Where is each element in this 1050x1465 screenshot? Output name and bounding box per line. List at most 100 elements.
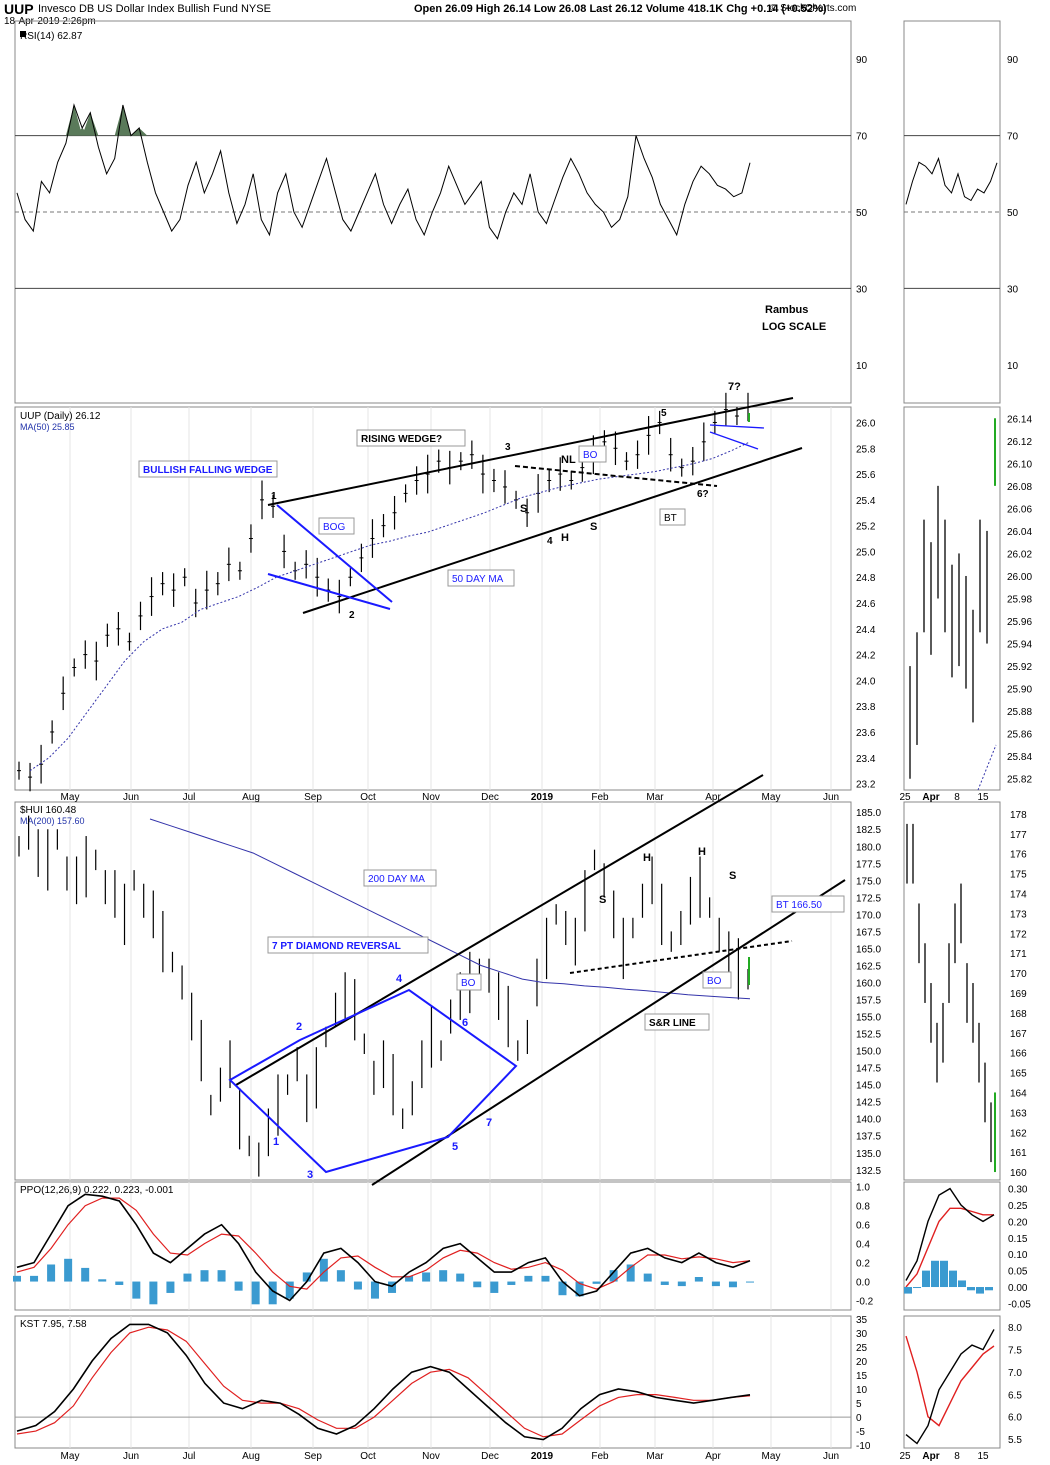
tick-label: 10 (856, 1385, 868, 1396)
tick-label: 25.82 (1007, 775, 1032, 786)
tick-label: 150.0 (856, 1047, 881, 1058)
tick-label: 90 (1007, 55, 1019, 66)
inset-frame (903, 1181, 1001, 1311)
tick-label: 25.84 (1007, 752, 1032, 763)
rsi-line (16, 103, 751, 240)
histogram-bar (728, 1281, 737, 1288)
tick-label: 8.0 (1008, 1323, 1022, 1334)
annotation-box (267, 936, 429, 954)
tick-label: 30 (856, 1329, 868, 1340)
wave-label: 4 (396, 973, 403, 985)
histogram-bar (456, 1273, 465, 1282)
histogram-bar (626, 1264, 635, 1282)
histogram-bar (81, 1267, 90, 1282)
histogram-bar (388, 1281, 397, 1293)
annotation-box (447, 569, 515, 587)
tick-label: 26.0 (856, 418, 876, 429)
tick-label: 165.0 (856, 944, 881, 955)
tick-label: 90 (856, 55, 868, 66)
x-tick-label: 15 (977, 1451, 989, 1462)
tick-label: 172 (1010, 929, 1027, 940)
x-tick-label: Oct (360, 792, 376, 803)
histogram-bar (913, 1287, 921, 1289)
tick-label: -0.05 (1008, 1299, 1031, 1310)
histogram-bar (132, 1281, 141, 1299)
tick-label: 7.5 (1008, 1346, 1022, 1357)
tick-label: 162 (1010, 1128, 1027, 1139)
tick-label: 0.00 (1008, 1283, 1028, 1294)
histogram-bar (609, 1270, 618, 1282)
tick-label: 0.8 (856, 1202, 870, 1213)
tick-label: 23.4 (856, 754, 876, 765)
tick-label: 15 (856, 1371, 868, 1382)
tick-label: 0.30 (1008, 1185, 1028, 1196)
tick-label: 155.0 (856, 1013, 881, 1024)
panel-frame (14, 1315, 852, 1449)
tick-label: 70 (856, 132, 868, 143)
tick-label: 168 (1010, 1009, 1027, 1020)
tick-label: 177.5 (856, 859, 881, 870)
flag-lower (709, 431, 759, 450)
inset-frame (903, 1315, 1001, 1449)
histogram-bar (200, 1270, 209, 1282)
x-tick-label: Sep (304, 1451, 322, 1462)
histogram-bar (319, 1258, 328, 1282)
falling-wedge-lower (267, 573, 391, 610)
x-tick-label: Dec (481, 792, 499, 803)
wave-label: 6 (462, 1017, 468, 1029)
tick-label: 24.8 (856, 573, 876, 584)
tick-label: 25.4 (856, 496, 876, 507)
tick-label: 24.2 (856, 651, 876, 662)
tick-label: 10 (1007, 361, 1019, 372)
series-label: MA(200) 157.60 (20, 816, 85, 826)
moving-average-line (977, 744, 997, 791)
fund-name: Invesco DB US Dollar Index Bullish Fund … (38, 3, 271, 15)
tick-label: 180.0 (856, 842, 881, 853)
tick-label: 1.0 (856, 1183, 870, 1194)
histogram-bar (353, 1281, 362, 1290)
tick-label: 142.5 (856, 1098, 881, 1109)
tick-label: 160 (1010, 1168, 1027, 1179)
annotation-text: BOG (323, 522, 345, 533)
tick-label: 162.5 (856, 961, 881, 972)
pattern-label: S (590, 521, 597, 533)
signal-line (905, 1207, 994, 1288)
histogram-bar (940, 1260, 948, 1288)
histogram-bar (217, 1270, 226, 1282)
signal-line (16, 1197, 751, 1290)
panel-title: KST 7.95, 7.58 (20, 1319, 87, 1330)
channel-upper (235, 774, 764, 1086)
x-tick-label: 25 (899, 792, 911, 803)
diamond-pattern (228, 988, 518, 1174)
tick-label: 7.0 (1008, 1368, 1022, 1379)
histogram-bar (166, 1281, 175, 1293)
histogram-bar (575, 1281, 584, 1297)
tick-label: -0.2 (856, 1297, 874, 1308)
pattern-label: S (599, 894, 606, 906)
histogram-bar (149, 1281, 158, 1305)
tick-label: 26.12 (1007, 437, 1032, 448)
histogram-bar (234, 1281, 243, 1291)
annotation-text: RISING WEDGE? (361, 434, 442, 445)
histogram-bar (115, 1281, 124, 1285)
histogram-bar (405, 1275, 414, 1282)
tick-label: 147.5 (856, 1064, 881, 1075)
pattern-label: H (561, 532, 569, 544)
ticker-symbol: UUP (4, 1, 34, 17)
x-tick-label: Jun (823, 1451, 839, 1462)
x-tick-label: 2019 (531, 1451, 554, 1462)
tick-label: 164 (1010, 1088, 1027, 1099)
tick-label: 25.96 (1007, 617, 1032, 628)
tick-label: 140.0 (856, 1115, 881, 1126)
wedge-lower-trendline (302, 447, 803, 614)
tick-label: 0.2 (856, 1259, 870, 1270)
tick-label: 26.00 (1007, 572, 1032, 583)
x-tick-label: Dec (481, 1451, 499, 1462)
panel-title: $HUI 160.48 (20, 805, 77, 816)
signal-line (16, 1326, 751, 1438)
histogram-bar (949, 1270, 957, 1288)
x-tick-label: May (762, 792, 781, 803)
x-tick-label: May (762, 1451, 781, 1462)
annotation: 7? (728, 381, 741, 393)
